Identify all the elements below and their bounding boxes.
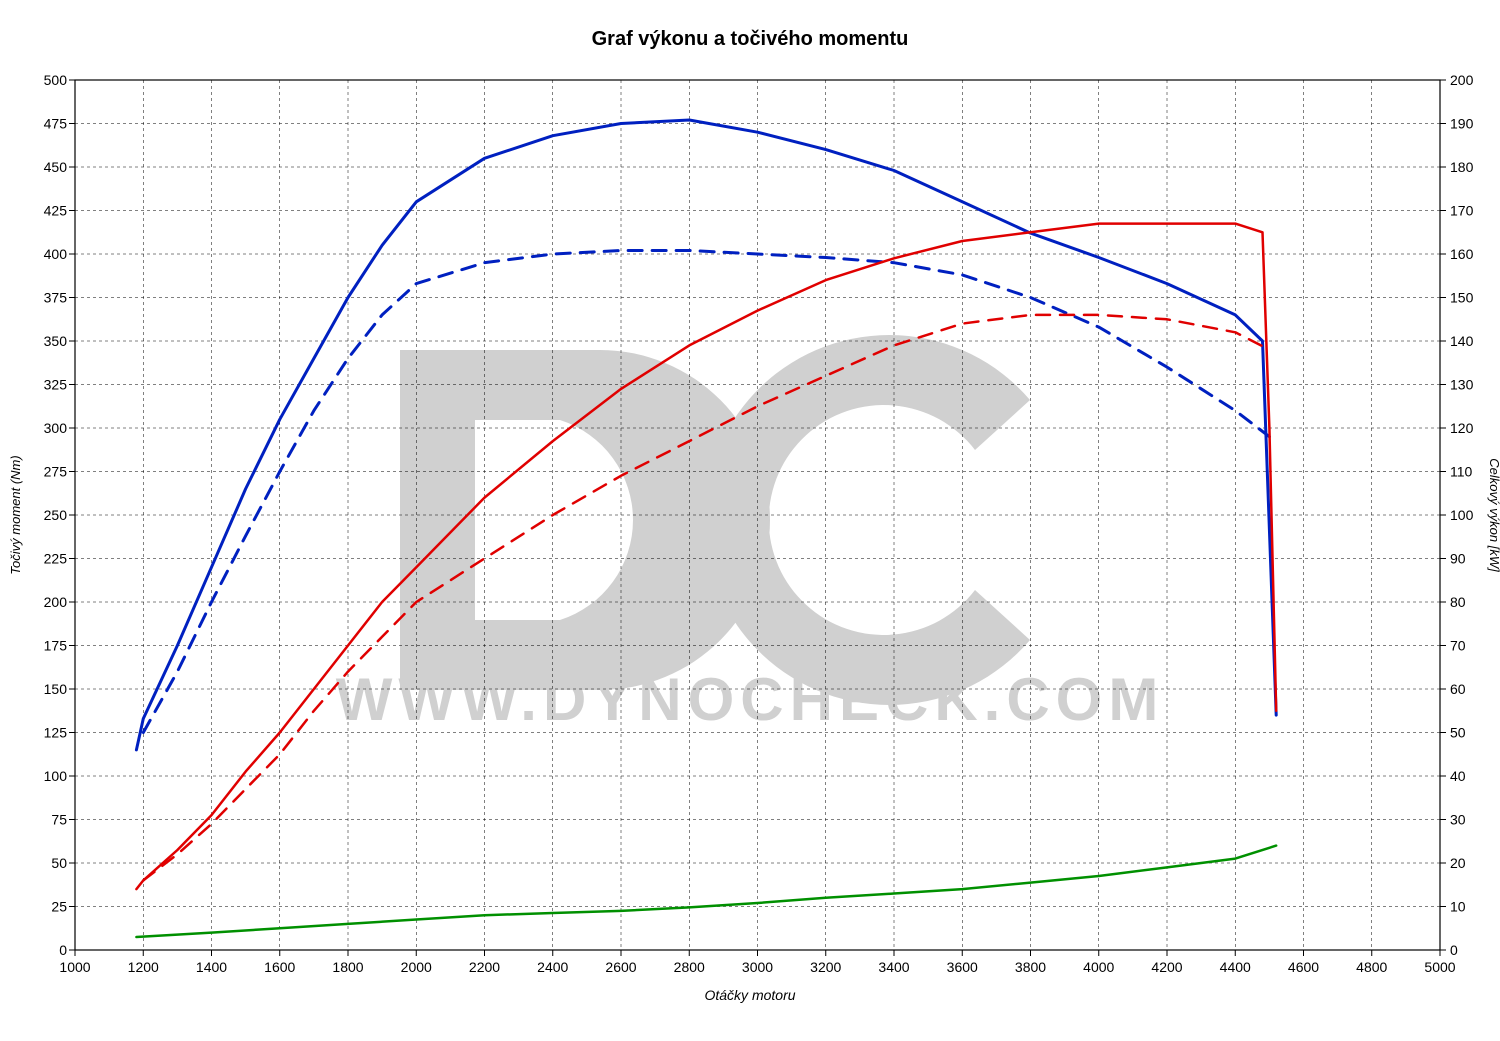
x-tick-label: 3000 xyxy=(742,959,773,975)
y-left-axis-title: Točivý moment (Nm) xyxy=(8,455,23,574)
watermark-url: WWW.DYNOCHECK.COM xyxy=(336,666,1165,733)
y-left-tick-label: 200 xyxy=(44,594,68,610)
y-right-tick-label: 40 xyxy=(1450,768,1466,784)
y-right-tick-label: 170 xyxy=(1450,203,1474,219)
y-left-tick-label: 0 xyxy=(59,942,67,958)
y-left-tick-label: 425 xyxy=(44,203,68,219)
y-right-tick-label: 150 xyxy=(1450,290,1474,306)
x-tick-label: 1800 xyxy=(332,959,363,975)
x-tick-label: 4600 xyxy=(1288,959,1319,975)
x-tick-label: 5000 xyxy=(1424,959,1455,975)
x-tick-label: 4400 xyxy=(1220,959,1251,975)
x-tick-label: 1400 xyxy=(196,959,227,975)
x-tick-label: 2200 xyxy=(469,959,500,975)
y-left-tick-label: 75 xyxy=(51,812,67,828)
x-tick-label: 2800 xyxy=(674,959,705,975)
y-left-tick-label: 225 xyxy=(44,551,68,567)
chart-title: Graf výkonu a točivého momentu xyxy=(592,28,909,50)
y-right-tick-label: 90 xyxy=(1450,551,1466,567)
y-right-tick-label: 80 xyxy=(1450,594,1466,610)
x-tick-label: 3800 xyxy=(1015,959,1046,975)
y-right-tick-label: 0 xyxy=(1450,942,1458,958)
y-left-tick-label: 125 xyxy=(44,725,68,741)
x-tick-label: 4200 xyxy=(1151,959,1182,975)
x-tick-label: 1000 xyxy=(59,959,90,975)
y-left-tick-label: 275 xyxy=(44,464,68,480)
x-tick-label: 3600 xyxy=(947,959,978,975)
y-right-tick-label: 110 xyxy=(1450,464,1473,480)
x-tick-label: 1600 xyxy=(264,959,295,975)
y-right-tick-label: 130 xyxy=(1450,377,1474,393)
x-tick-label: 3400 xyxy=(878,959,909,975)
dyno-chart: WWW.DYNOCHECK.COM10001200140016001800200… xyxy=(0,0,1500,1041)
chart-svg: WWW.DYNOCHECK.COM10001200140016001800200… xyxy=(0,0,1500,1041)
y-right-tick-label: 60 xyxy=(1450,681,1466,697)
y-left-tick-label: 50 xyxy=(51,855,67,871)
x-tick-label: 2400 xyxy=(537,959,568,975)
x-axis-title: Otáčky motoru xyxy=(704,987,795,1003)
x-tick-label: 2000 xyxy=(401,959,432,975)
x-tick-label: 4000 xyxy=(1083,959,1114,975)
y-right-tick-label: 180 xyxy=(1450,159,1474,175)
y-right-tick-label: 50 xyxy=(1450,725,1466,741)
y-right-tick-label: 160 xyxy=(1450,246,1474,262)
y-right-tick-label: 120 xyxy=(1450,420,1474,436)
y-right-tick-label: 20 xyxy=(1450,855,1466,871)
y-left-tick-label: 400 xyxy=(44,246,68,262)
y-left-tick-label: 350 xyxy=(44,333,68,349)
y-left-tick-label: 450 xyxy=(44,159,68,175)
x-tick-label: 1200 xyxy=(128,959,159,975)
x-tick-label: 4800 xyxy=(1356,959,1387,975)
x-tick-label: 3200 xyxy=(810,959,841,975)
y-left-tick-label: 25 xyxy=(51,899,67,915)
y-left-tick-label: 300 xyxy=(44,420,68,436)
y-right-tick-label: 70 xyxy=(1450,638,1466,654)
y-left-tick-label: 150 xyxy=(44,681,68,697)
x-tick-label: 2600 xyxy=(605,959,636,975)
y-left-tick-label: 475 xyxy=(44,116,68,132)
y-right-tick-label: 30 xyxy=(1450,812,1466,828)
y-left-tick-label: 500 xyxy=(44,72,68,88)
y-right-tick-label: 100 xyxy=(1450,507,1474,523)
y-right-tick-label: 140 xyxy=(1450,333,1474,349)
y-left-tick-label: 250 xyxy=(44,507,68,523)
y-right-tick-label: 200 xyxy=(1450,72,1474,88)
y-right-axis-title: Celkový výkon [kW] xyxy=(1487,458,1500,572)
y-right-tick-label: 10 xyxy=(1450,899,1466,915)
y-left-tick-label: 100 xyxy=(44,768,68,784)
y-left-tick-label: 375 xyxy=(44,290,68,306)
y-left-tick-label: 175 xyxy=(44,638,68,654)
y-right-tick-label: 190 xyxy=(1450,116,1474,132)
y-left-tick-label: 325 xyxy=(44,377,68,393)
